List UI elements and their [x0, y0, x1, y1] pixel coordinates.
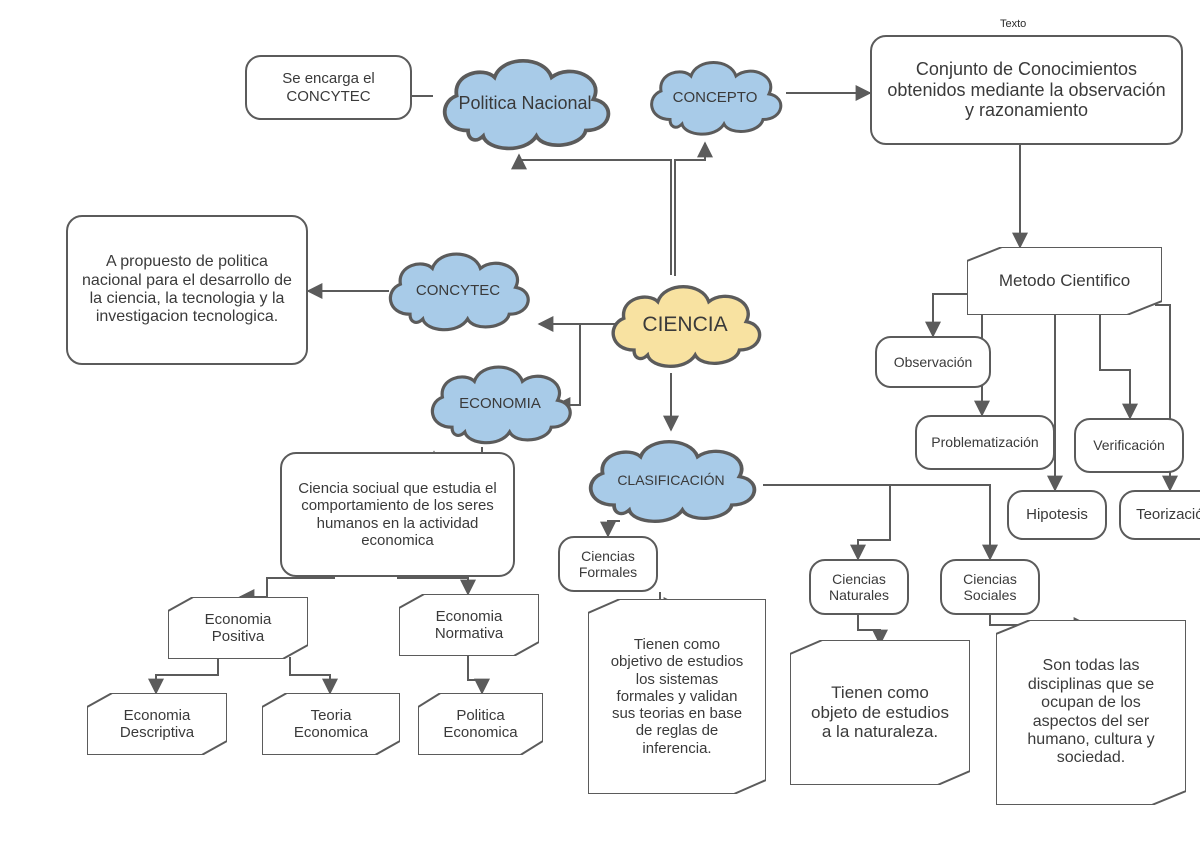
edge: [156, 657, 218, 693]
node-sociales_def: Son todas las disciplinas que se ocupan …: [996, 620, 1186, 805]
edge: [519, 155, 671, 275]
node-teorizacion-label: Teorización: [1136, 506, 1200, 523]
node-verificacion: Verificación: [1074, 418, 1184, 473]
node-politica_econ-label: Politica Economica: [428, 703, 533, 746]
node-concytec_cloud-label: CONCYTEC: [378, 243, 538, 338]
node-c_naturales: Ciencias Naturales: [809, 559, 909, 615]
edge: [763, 485, 890, 559]
node-c_formales-label: Ciencias Formales: [570, 548, 646, 580]
node-concepto_def: Conjunto de Conocimientos obtenidos medi…: [870, 35, 1183, 145]
node-sociales_def-label: Son todas las disciplinas que se ocupan …: [1006, 653, 1176, 771]
node-formales_def: Tienen como objetivo de estudios los sis…: [588, 599, 766, 794]
node-observacion-label: Observación: [894, 354, 973, 370]
edge: [240, 578, 335, 597]
node-econ_desc-label: Economia Descriptiva: [97, 703, 217, 746]
edge: [468, 656, 482, 693]
concept-map-stage: Texto CIENCIA Politica NacionalCONCEPTO CO…: [0, 0, 1200, 848]
node-econ_norm-label: Economia Normativa: [409, 604, 529, 647]
node-propuesto: A propuesto de politica nacional para el…: [66, 215, 308, 365]
node-concepto: CONCEPTO: [640, 52, 790, 142]
node-naturales_def-label: Tienen como objeto de estudios a la natu…: [800, 679, 960, 746]
node-teoria_econ-label: Teoria Economica: [272, 703, 390, 746]
node-c_formales: Ciencias Formales: [558, 536, 658, 592]
node-econ_pos: Economia Positiva: [168, 597, 308, 659]
node-politica_econ: Politica Economica: [418, 693, 543, 755]
node-ciencia: CIENCIA: [600, 275, 770, 375]
node-se_encarga: Se encarga el CONCYTEC: [245, 55, 412, 120]
node-c_sociales-label: Ciencias Sociales: [952, 571, 1028, 603]
node-politica_nac-label: Politica Nacional: [430, 48, 620, 158]
node-formales_def-label: Tienen como objetivo de estudios los sis…: [598, 632, 756, 761]
node-hipotesis: Hipotesis: [1007, 490, 1107, 540]
node-observacion: Observación: [875, 336, 991, 388]
node-economia: ECONOMIA: [420, 356, 580, 451]
node-econ_def: Ciencia sociual que estudia el comportam…: [280, 452, 515, 577]
node-politica_nac: Politica Nacional: [430, 48, 620, 158]
node-c_sociales: Ciencias Sociales: [940, 559, 1040, 615]
edge: [675, 143, 705, 276]
node-econ_pos-label: Economia Positiva: [178, 607, 298, 650]
node-economia-label: ECONOMIA: [420, 356, 580, 451]
node-verificacion-label: Verificación: [1093, 437, 1165, 453]
edge: [290, 657, 330, 693]
edge: [397, 578, 468, 594]
edge: [770, 485, 990, 559]
node-concepto-label: CONCEPTO: [640, 52, 790, 142]
node-clasificacion-label: CLASIFICACIÓN: [576, 430, 766, 530]
edge: [1100, 314, 1130, 418]
node-concepto_def-label: Conjunto de Conocimientos obtenidos medi…: [882, 59, 1171, 121]
node-concytec_cloud: CONCYTEC: [378, 243, 538, 338]
texto-annotation: Texto: [1000, 18, 1026, 30]
node-teoria_econ: Teoria Economica: [262, 693, 400, 755]
node-propuesto-label: A propuesto de politica nacional para el…: [78, 253, 296, 327]
node-ciencia-label: CIENCIA: [600, 275, 770, 375]
node-hipotesis-label: Hipotesis: [1026, 506, 1088, 523]
node-econ_norm: Economia Normativa: [399, 594, 539, 656]
node-metodo-label: Metodo Cientifico: [989, 267, 1140, 295]
node-econ_desc: Economia Descriptiva: [87, 693, 227, 755]
node-se_encarga-label: Se encarga el CONCYTEC: [257, 70, 400, 105]
node-problematizacion-label: Problematización: [931, 434, 1038, 450]
node-clasificacion: CLASIFICACIÓN: [576, 430, 766, 530]
node-c_naturales-label: Ciencias Naturales: [821, 571, 897, 603]
node-teorizacion: Teorización: [1119, 490, 1200, 540]
node-problematizacion: Problematización: [915, 415, 1055, 470]
node-naturales_def: Tienen como objeto de estudios a la natu…: [790, 640, 970, 785]
node-metodo: Metodo Cientifico: [967, 247, 1162, 315]
node-econ_def-label: Ciencia sociual que estudia el comportam…: [292, 480, 503, 549]
